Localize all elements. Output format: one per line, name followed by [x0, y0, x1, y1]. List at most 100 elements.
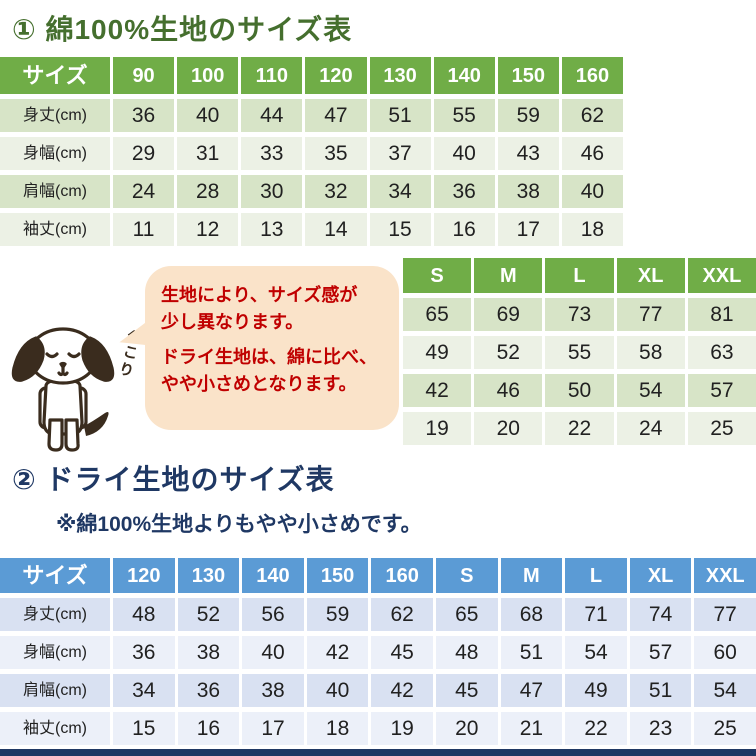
data-cell: 32 — [305, 175, 367, 208]
row-label-cell: 袖丈(cm) — [0, 712, 110, 745]
data-cell: 40 — [561, 175, 623, 208]
header-cell: L — [545, 258, 614, 293]
data-cell: 31 — [177, 137, 239, 170]
data-cell: 11 — [113, 213, 175, 246]
data-cell: 46 — [561, 137, 623, 170]
data-cell: 34 — [113, 674, 175, 707]
row-label-cell: 身丈(cm) — [0, 99, 110, 132]
header-cell: 150 — [497, 57, 559, 94]
data-cell: 81 — [687, 298, 756, 331]
header-cell: 100 — [177, 57, 239, 94]
bubble-line: やや小さめとなります。 — [161, 374, 357, 394]
data-cell: 20 — [474, 412, 543, 445]
data-cell: 48 — [113, 598, 175, 631]
data-cell: 50 — [545, 374, 614, 407]
data-cell: 65 — [435, 598, 498, 631]
data-cell: 45 — [435, 674, 498, 707]
row-label-cell: 身丈(cm) — [0, 598, 110, 631]
data-cell: 28 — [177, 175, 239, 208]
data-cell: 18 — [561, 213, 623, 246]
data-cell: 62 — [371, 598, 433, 631]
header-cell: 110 — [241, 57, 303, 94]
data-cell: 68 — [500, 598, 563, 631]
data-cell: 40 — [177, 99, 239, 132]
data-cell: 24 — [616, 412, 685, 445]
cotton-adult-size-table: S M L XL XXL 65 69 73 77 81 49 52 55 58 63 42 46 50 54 57 19… — [403, 258, 756, 445]
data-cell: 51 — [369, 99, 431, 132]
data-cell: 52 — [177, 598, 240, 631]
speech-bubble: 生地により、サイズ感が 少し異なります。 ドライ生地は、綿に比べ、 やや小さめと… — [119, 266, 399, 430]
data-cell: 25 — [694, 712, 756, 745]
data-cell: 37 — [369, 137, 431, 170]
data-cell: 34 — [369, 175, 431, 208]
row-label-cell: 袖丈(cm) — [0, 213, 110, 246]
header-cell: 150 — [306, 558, 369, 593]
data-cell: 36 — [177, 674, 240, 707]
data-cell: 44 — [241, 99, 303, 132]
data-cell: 17 — [497, 213, 559, 246]
data-cell: 15 — [369, 213, 431, 246]
data-cell: 21 — [500, 712, 563, 745]
data-cell: 47 — [305, 99, 367, 132]
data-cell: 16 — [433, 213, 495, 246]
bubble-line: 生地により、サイズ感が — [161, 285, 358, 305]
data-cell: 45 — [371, 636, 433, 669]
dry-size-table: サイズ 120 130 140 150 160 S M L XL XXL 身丈(cm) 48 52 56 59… — [0, 558, 756, 745]
data-cell: 36 — [113, 636, 175, 669]
data-cell: 42 — [371, 674, 433, 707]
header-cell: 90 — [113, 57, 175, 94]
header-cell: M — [500, 558, 563, 593]
header-cell: S — [435, 558, 498, 593]
data-cell: 55 — [433, 99, 495, 132]
row-label-cell: 身幅(cm) — [0, 137, 110, 170]
data-cell: 51 — [500, 636, 563, 669]
header-cell: サイズ — [0, 558, 110, 593]
data-cell: 49 — [403, 336, 472, 369]
speech-bubble-tail — [119, 312, 155, 346]
data-cell: 42 — [306, 636, 369, 669]
data-cell: 15 — [113, 712, 175, 745]
dog-ear — [81, 336, 115, 382]
header-cell: 160 — [371, 558, 433, 593]
dog-eye — [67, 352, 81, 359]
data-cell: 57 — [687, 374, 756, 407]
data-cell: 40 — [242, 636, 304, 669]
data-cell: 35 — [305, 137, 367, 170]
data-cell: 65 — [403, 298, 472, 331]
data-cell: 14 — [305, 213, 367, 246]
data-cell: 43 — [497, 137, 559, 170]
bubble-line: 少し異なります。 — [161, 312, 304, 332]
data-cell: 24 — [113, 175, 175, 208]
data-cell: 36 — [113, 99, 175, 132]
cropped-row-strip — [0, 749, 756, 756]
header-cell: L — [565, 558, 627, 593]
data-cell: 20 — [435, 712, 498, 745]
header-cell: M — [474, 258, 543, 293]
cotton-size-table: サイズ 90 100 110 120 130 140 150 160 身丈(cm) 36 40 44 47… — [0, 57, 623, 246]
dog-leg — [47, 418, 64, 452]
data-cell: 38 — [177, 636, 240, 669]
data-cell: 59 — [306, 598, 369, 631]
header-cell: 160 — [561, 57, 623, 94]
data-cell: 22 — [565, 712, 627, 745]
data-cell: 49 — [565, 674, 627, 707]
data-cell: 25 — [687, 412, 756, 445]
data-cell: 59 — [497, 99, 559, 132]
bubble-line: ドライ生地は、綿に比べ、 — [161, 347, 377, 367]
data-cell: 18 — [306, 712, 369, 745]
data-cell: 48 — [435, 636, 498, 669]
data-cell: 30 — [241, 175, 303, 208]
header-cell: 140 — [242, 558, 304, 593]
data-cell: 22 — [545, 412, 614, 445]
dog-ear — [11, 336, 45, 382]
dog-eye — [45, 352, 59, 359]
data-cell: 77 — [694, 598, 756, 631]
data-cell: 23 — [629, 712, 692, 745]
data-cell: 54 — [616, 374, 685, 407]
data-cell: 60 — [694, 636, 756, 669]
data-cell: 38 — [497, 175, 559, 208]
data-cell: 17 — [242, 712, 304, 745]
header-cell: サイズ — [0, 57, 110, 94]
data-cell: 54 — [694, 674, 756, 707]
